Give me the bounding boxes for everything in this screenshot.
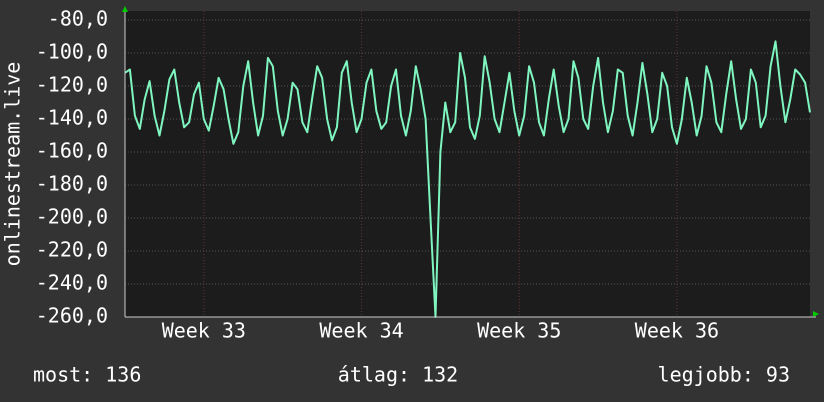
y-tick-label: -220,0 [36, 238, 108, 262]
series-line [124, 40, 811, 318]
y-tick-label: -100,0 [36, 40, 108, 64]
x-tick-label: Week 34 [319, 319, 403, 343]
x-tick-label: Week 33 [162, 319, 246, 343]
y-tick-label: -160,0 [36, 139, 108, 163]
stat-average: átlag: 132 [338, 363, 458, 387]
y-axis-label: onlinestream.live [1, 62, 25, 267]
y-tick-label: -260,0 [36, 304, 108, 328]
stat-best: legjobb: 93 [658, 363, 790, 387]
x-tick-label: Week 35 [477, 319, 561, 343]
x-tick-label: Week 36 [635, 319, 719, 343]
y-tick-label: -80,0 [48, 7, 108, 31]
y-tick-label: -120,0 [36, 73, 108, 97]
y-axis-arrow [122, 6, 128, 12]
y-tick-label: -180,0 [36, 172, 108, 196]
y-tick-label: -240,0 [36, 271, 108, 295]
x-axis-arrow [813, 311, 819, 317]
plot-area [125, 11, 810, 317]
y-tick-label: -200,0 [36, 205, 108, 229]
stat-current: most: 136 [33, 363, 141, 387]
y-tick-label: -140,0 [36, 106, 108, 130]
